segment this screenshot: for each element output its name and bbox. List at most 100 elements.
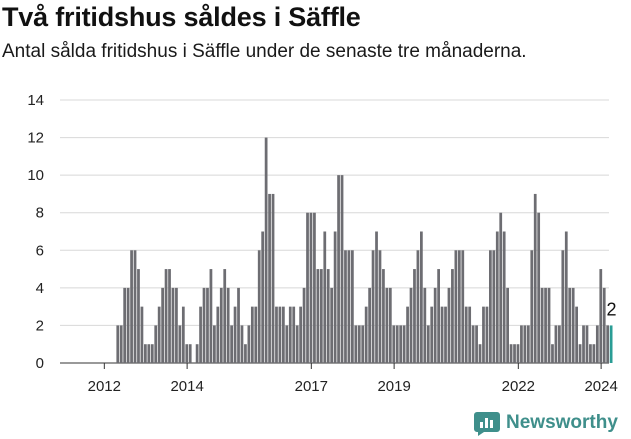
newsworthy-logo[interactable]: Newsworthy	[474, 408, 618, 438]
bar	[347, 250, 351, 363]
bar	[461, 250, 465, 363]
bar	[309, 212, 313, 363]
x-tick-label: 2022	[502, 378, 535, 395]
bar	[164, 269, 168, 363]
bar	[216, 306, 220, 363]
bar	[219, 287, 223, 363]
bar	[433, 287, 437, 363]
bar	[333, 231, 337, 363]
bar	[268, 193, 271, 363]
bar	[178, 325, 182, 363]
bar	[430, 306, 434, 363]
bar	[526, 325, 530, 363]
bar	[416, 250, 420, 363]
bar	[513, 344, 516, 363]
bar	[161, 287, 164, 363]
bar	[154, 325, 158, 363]
bar	[130, 250, 133, 363]
bar	[402, 325, 406, 363]
bar	[530, 250, 534, 363]
bar	[126, 287, 130, 363]
bars	[116, 137, 613, 363]
bar	[133, 250, 137, 363]
bar	[306, 212, 309, 363]
bar	[482, 306, 485, 363]
x-tick-label: 2024	[584, 378, 617, 395]
last-value-label: 2	[606, 299, 616, 319]
bar	[137, 269, 140, 363]
bar	[240, 325, 244, 363]
bar	[202, 287, 206, 363]
bar	[226, 287, 230, 363]
bar	[254, 306, 258, 363]
x-tick-label: 2019	[377, 378, 410, 395]
y-tick-label: 14	[27, 92, 44, 109]
bar	[426, 325, 430, 363]
bar	[264, 137, 268, 363]
y-axis-ticks: 0 2 4 6 8 10 12 14	[27, 92, 44, 372]
bar	[592, 344, 596, 363]
bar	[257, 250, 261, 363]
y-tick-label: 10	[27, 167, 44, 184]
bar	[388, 287, 392, 363]
bar	[502, 231, 506, 363]
bar	[423, 287, 427, 363]
bar	[368, 287, 371, 363]
bar	[278, 306, 282, 363]
y-tick-label: 0	[36, 355, 44, 372]
bar	[237, 287, 240, 363]
bar	[406, 306, 409, 363]
bar	[471, 325, 475, 363]
x-tick-label: 2017	[295, 378, 328, 395]
bar	[392, 325, 396, 363]
bar	[558, 325, 561, 363]
bar	[385, 287, 389, 363]
bar	[364, 306, 368, 363]
bar	[195, 344, 199, 363]
bar	[516, 344, 520, 363]
bar	[223, 269, 227, 363]
bar	[271, 193, 275, 363]
bar-latest	[609, 325, 613, 363]
bar	[520, 325, 523, 363]
bar	[571, 287, 575, 363]
bar	[244, 344, 247, 363]
bar	[299, 306, 302, 363]
bar	[582, 325, 585, 363]
bar	[326, 269, 330, 363]
bar	[206, 287, 209, 363]
bar	[589, 344, 592, 363]
bar	[340, 175, 344, 363]
bar	[523, 325, 527, 363]
bar	[230, 325, 233, 363]
bar	[147, 344, 151, 363]
bar	[578, 344, 582, 363]
bar	[168, 269, 171, 363]
bar	[499, 212, 503, 363]
bar	[261, 231, 265, 363]
bar	[551, 344, 554, 363]
bar	[489, 250, 492, 363]
bar	[554, 325, 558, 363]
bar	[544, 287, 547, 363]
bar	[440, 306, 444, 363]
bar	[344, 250, 347, 363]
bar	[568, 287, 572, 363]
bar	[330, 287, 334, 363]
bar	[144, 344, 147, 363]
bar	[564, 231, 568, 363]
chart-title: Två fritidshus såldes i Säffle	[2, 2, 361, 32]
bar	[537, 212, 541, 363]
bar	[250, 306, 254, 363]
bar	[606, 325, 610, 363]
bar	[275, 306, 278, 363]
bar	[282, 306, 285, 363]
bar	[602, 287, 606, 363]
y-tick-label: 4	[36, 280, 44, 297]
x-tick-label: 2014	[170, 378, 203, 395]
bar	[595, 325, 599, 363]
bar	[495, 231, 499, 363]
bar	[181, 306, 185, 363]
y-tick-label: 2	[36, 317, 44, 334]
